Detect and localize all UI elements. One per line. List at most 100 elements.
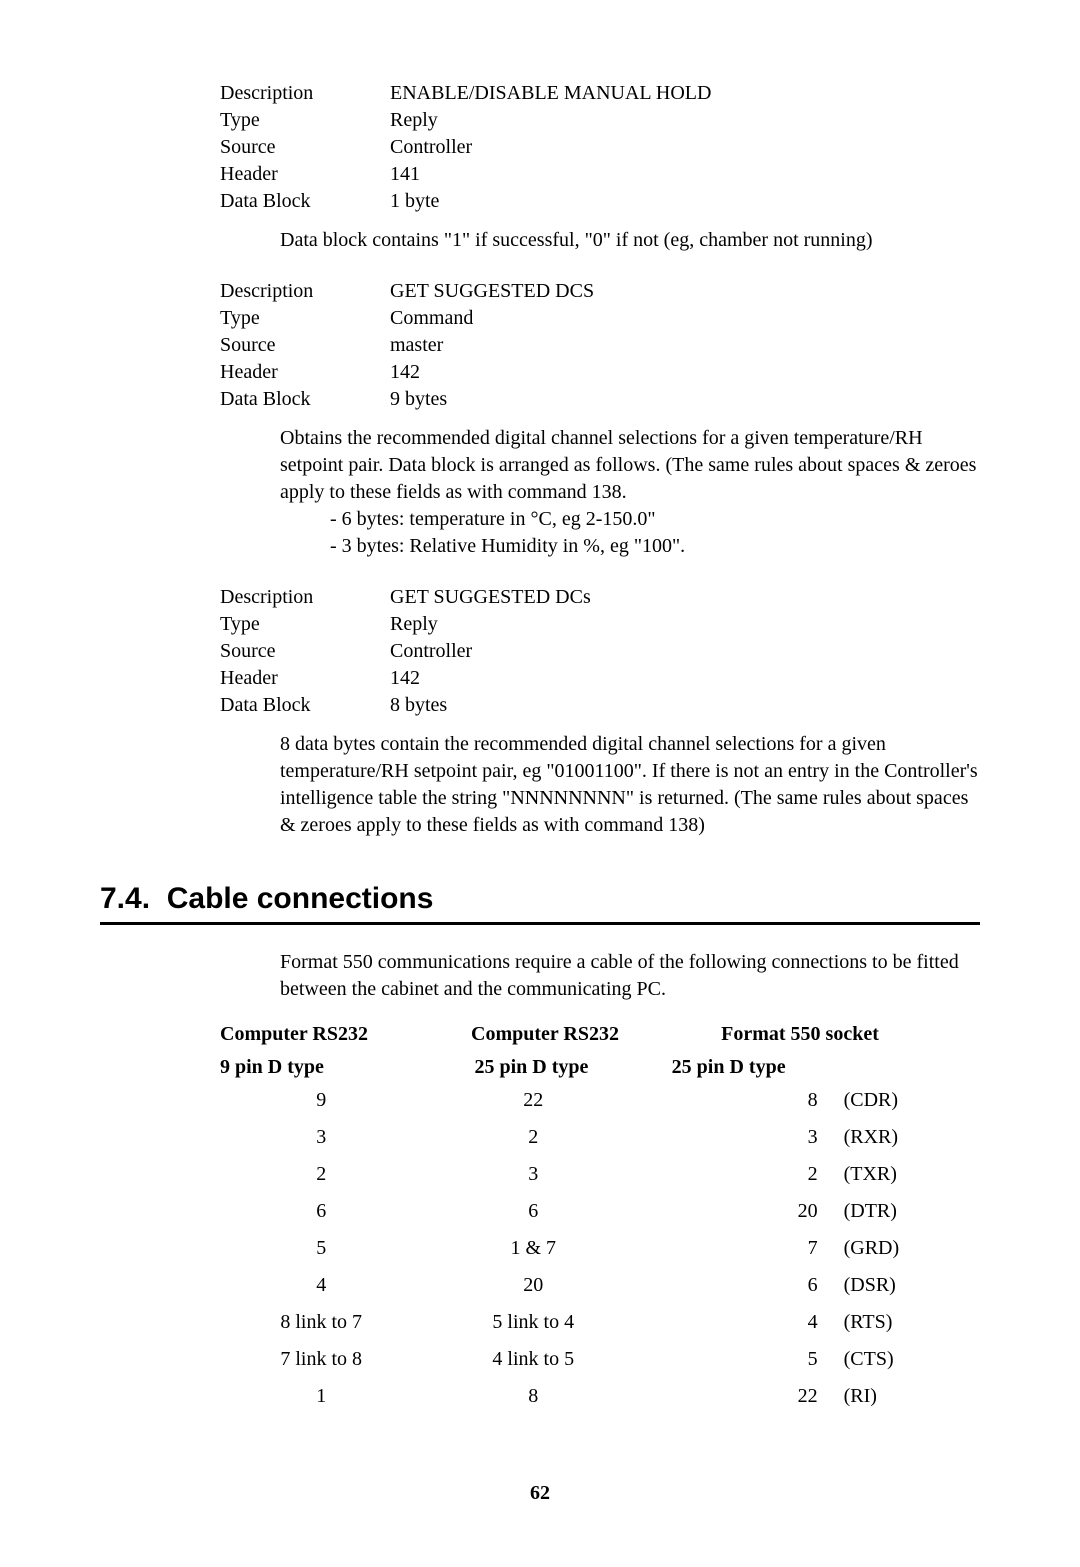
spec-row: Sourcemaster <box>220 332 980 359</box>
spec-row: Header141 <box>220 161 980 188</box>
table-cell: 22 <box>422 1087 644 1114</box>
table-row: 7 link to 84 link to 55(CTS) <box>220 1346 940 1373</box>
spec-note: Obtains the recommended digital channel … <box>280 425 980 560</box>
table-header: Format 550 socket <box>660 1021 940 1048</box>
table-row: 51 & 77(GRD) <box>220 1235 940 1262</box>
spec-row: TypeReply <box>220 107 980 134</box>
table-cell: (GRD) <box>844 1235 940 1262</box>
spec-value: Reply <box>390 107 438 134</box>
table-cell: 4 <box>220 1272 422 1299</box>
spec-value: 142 <box>390 359 420 386</box>
spec-note-bullet: - 3 bytes: Relative Humidity in %, eg "1… <box>330 533 980 560</box>
table-row: 8 link to 75 link to 44(RTS) <box>220 1309 940 1336</box>
spec-note-bullet: - 6 bytes: temperature in °C, eg 2-150.0… <box>330 506 980 533</box>
spec-row: Header142 <box>220 665 980 692</box>
table-cell: 7 link to 8 <box>220 1346 422 1373</box>
spec-value: ENABLE/DISABLE MANUAL HOLD <box>390 80 711 107</box>
table-cell: 4 link to 5 <box>422 1346 644 1373</box>
spec-note: 8 data bytes contain the recommended dig… <box>280 731 980 839</box>
spec-label: Type <box>220 611 390 638</box>
table-header-row: Computer RS232 Computer RS232 Format 550… <box>220 1021 940 1048</box>
spec-value: GET SUGGESTED DCS <box>390 278 594 305</box>
table-cell: (TXR) <box>844 1161 940 1188</box>
spec-label: Data Block <box>220 692 390 719</box>
table-row: 323(RXR) <box>220 1124 940 1151</box>
table-cell: 5 <box>644 1346 844 1373</box>
spec-value: Reply <box>390 611 438 638</box>
spec-note: Data block contains "1" if successful, "… <box>280 227 980 254</box>
spec-value: Controller <box>390 638 472 665</box>
spec-value: 8 bytes <box>390 692 447 719</box>
table-cell: 2 <box>422 1124 644 1151</box>
table-cell: 3 <box>220 1124 422 1151</box>
spec-row: Data Block9 bytes <box>220 386 980 413</box>
table-cell: 1 <box>220 1383 422 1410</box>
table-subheader: 25 pin D type <box>642 1054 940 1081</box>
spec-row: SourceController <box>220 134 980 161</box>
spec-note-text: Obtains the recommended digital channel … <box>280 425 980 506</box>
table-subheader-row: 9 pin D type 25 pin D type 25 pin D type <box>220 1054 940 1081</box>
spec-block: DescriptionENABLE/DISABLE MANUAL HOLD Ty… <box>220 80 980 215</box>
spec-block: DescriptionGET SUGGESTED DCS TypeCommand… <box>220 278 980 413</box>
spec-label: Header <box>220 161 390 188</box>
spec-value: Command <box>390 305 473 332</box>
cable-table: Computer RS232 Computer RS232 Format 550… <box>220 1021 940 1410</box>
spec-label: Description <box>220 80 390 107</box>
table-header: Computer RS232 <box>430 1021 660 1048</box>
spec-value: master <box>390 332 443 359</box>
section-number: 7.4. <box>100 882 150 915</box>
spec-row: Data Block1 byte <box>220 188 980 215</box>
spec-value: 1 byte <box>390 188 439 215</box>
table-cell: 20 <box>644 1198 844 1225</box>
table-header: Computer RS232 <box>220 1021 430 1048</box>
spec-value: 141 <box>390 161 420 188</box>
spec-label: Source <box>220 332 390 359</box>
table-cell: (DSR) <box>844 1272 940 1299</box>
table-cell: 2 <box>644 1161 844 1188</box>
spec-value: Controller <box>390 134 472 161</box>
table-cell: 6 <box>422 1198 644 1225</box>
spec-label: Source <box>220 638 390 665</box>
table-row: 1822(RI) <box>220 1383 940 1410</box>
spec-label: Type <box>220 305 390 332</box>
spec-row: DescriptionGET SUGGESTED DCs <box>220 584 980 611</box>
table-cell: 22 <box>644 1383 844 1410</box>
table-row: 9228(CDR) <box>220 1087 940 1114</box>
table-cell: 6 <box>644 1272 844 1299</box>
table-cell: 8 <box>422 1383 644 1410</box>
table-row: 4206(DSR) <box>220 1272 940 1299</box>
table-cell: 7 <box>644 1235 844 1262</box>
table-cell: 20 <box>422 1272 644 1299</box>
table-cell: (CTS) <box>844 1346 940 1373</box>
page-number: 62 <box>100 1480 980 1507</box>
table-cell: 5 link to 4 <box>422 1309 644 1336</box>
table-cell: 3 <box>422 1161 644 1188</box>
spec-row: Data Block8 bytes <box>220 692 980 719</box>
table-cell: 6 <box>220 1198 422 1225</box>
spec-label: Data Block <box>220 386 390 413</box>
table-cell: 8 <box>644 1087 844 1114</box>
table-cell: (RTS) <box>844 1309 940 1336</box>
table-subheader: 9 pin D type <box>220 1054 421 1081</box>
spec-block: DescriptionGET SUGGESTED DCs TypeReply S… <box>220 584 980 719</box>
table-cell: (CDR) <box>844 1087 940 1114</box>
table-row: 6620(DTR) <box>220 1198 940 1225</box>
cable-intro: Format 550 communications require a cabl… <box>280 949 980 1003</box>
spec-label: Data Block <box>220 188 390 215</box>
spec-label: Description <box>220 278 390 305</box>
table-cell: 5 <box>220 1235 422 1262</box>
spec-row: TypeReply <box>220 611 980 638</box>
spec-row: DescriptionGET SUGGESTED DCS <box>220 278 980 305</box>
spec-value: GET SUGGESTED DCs <box>390 584 591 611</box>
spec-label: Description <box>220 584 390 611</box>
spec-label: Header <box>220 665 390 692</box>
table-cell: 4 <box>644 1309 844 1336</box>
spec-label: Header <box>220 359 390 386</box>
spec-value: 142 <box>390 665 420 692</box>
table-cell: 2 <box>220 1161 422 1188</box>
table-cell: 8 link to 7 <box>220 1309 422 1336</box>
table-cell: (RXR) <box>844 1124 940 1151</box>
spec-label: Source <box>220 134 390 161</box>
table-cell: (RI) <box>844 1383 940 1410</box>
section-heading: 7.4. Cable connections <box>100 879 980 925</box>
